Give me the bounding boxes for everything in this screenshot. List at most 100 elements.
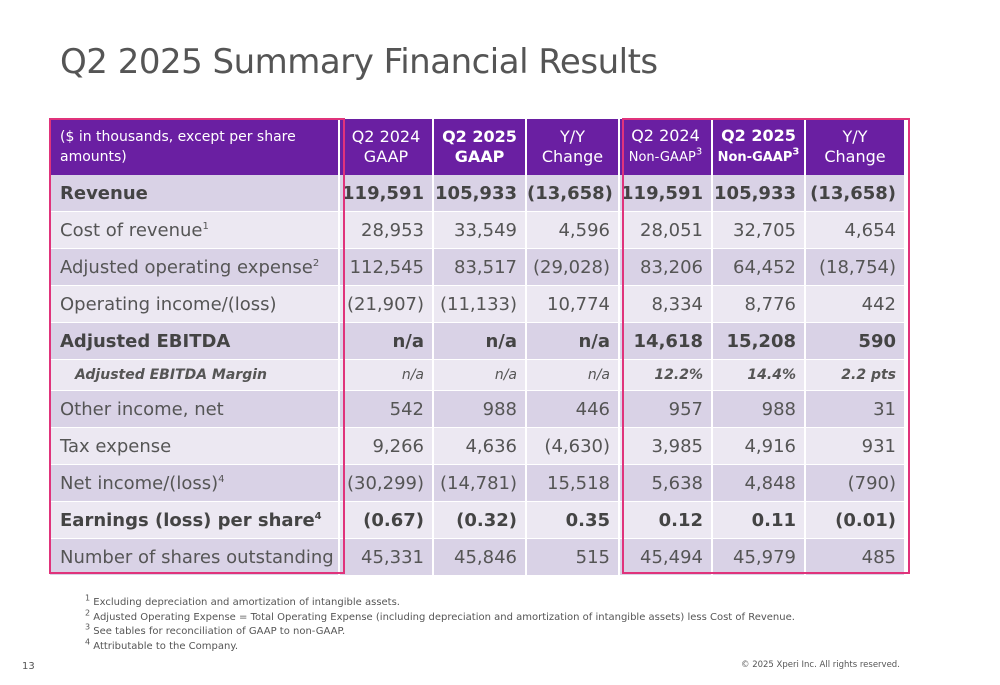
table-row: Earnings (loss) per share4 (0.67) (0.32) 0.…: [50, 502, 906, 539]
header-yy-change-nongaap: Y/Y Change: [806, 119, 906, 175]
row-value: 515: [527, 539, 620, 576]
footnote-1: 1 Excluding depreciation and amortizatio…: [85, 593, 400, 608]
row-value: (0.01): [806, 502, 906, 539]
table-header-row: ($ in thousands, except per share amount…: [50, 119, 906, 175]
row-value: 83,206: [620, 249, 713, 286]
row-value: 4,916: [713, 428, 806, 465]
row-value: (4,630): [527, 428, 620, 465]
row-value: (13,658): [527, 175, 620, 212]
row-value: 442: [806, 286, 906, 323]
row-value: 28,953: [340, 212, 434, 249]
row-value: 0.12: [620, 502, 713, 539]
footnote-4: 4 Attributable to the Company.: [85, 637, 239, 652]
row-value: 45,331: [340, 539, 434, 576]
row-value: 0.11: [713, 502, 806, 539]
table-row: Other income, net 542 988 446 957 988 31: [50, 391, 906, 428]
slide-title: Q2 2025 Summary Financial Results: [60, 42, 658, 82]
row-value: 4,596: [527, 212, 620, 249]
row-value: 64,452: [713, 249, 806, 286]
row-value: 14.4%: [713, 360, 806, 391]
row-value: 10,774: [527, 286, 620, 323]
row-label: Operating income/(loss): [50, 286, 340, 323]
page-number: 13: [22, 661, 35, 672]
header-q2-2025-gaap: Q2 2025 GAAP: [434, 119, 527, 175]
row-value: 33,549: [434, 212, 527, 249]
row-value: (29,028): [527, 249, 620, 286]
row-value: 446: [527, 391, 620, 428]
row-value: (21,907): [340, 286, 434, 323]
row-value: 112,545: [340, 249, 434, 286]
row-value: 485: [806, 539, 906, 576]
row-value: 8,776: [713, 286, 806, 323]
footnote-2: 2 Adjusted Operating Expense = Total Ope…: [85, 608, 795, 623]
row-value: 45,846: [434, 539, 527, 576]
row-value: 105,933: [713, 175, 806, 212]
row-value: 45,979: [713, 539, 806, 576]
row-value: 105,933: [434, 175, 527, 212]
row-value: 8,334: [620, 286, 713, 323]
row-value: n/a: [527, 360, 620, 391]
row-value: n/a: [340, 323, 434, 360]
row-value: 119,591: [620, 175, 713, 212]
row-value: 15,518: [527, 465, 620, 502]
table-row: Tax expense 9,266 4,636 (4,630) 3,985 4,916 93…: [50, 428, 906, 465]
header-q2-2024-nongaap: Q2 2024 Non-GAAP3: [620, 119, 713, 175]
row-value: 988: [713, 391, 806, 428]
row-value: (13,658): [806, 175, 906, 212]
row-value: 14,618: [620, 323, 713, 360]
table-row: Cost of revenue1 28,953 33,549 4,596 28,051 3…: [50, 212, 906, 249]
row-label: Net income/(loss)4: [50, 465, 340, 502]
table-row: Adjusted EBITDA n/a n/a n/a 14,618 15,208 590: [50, 323, 906, 360]
row-label: Earnings (loss) per share4: [50, 502, 340, 539]
footnotes: 1 Excluding depreciation and amortizatio…: [85, 593, 795, 654]
row-value: 957: [620, 391, 713, 428]
header-q2-2024-gaap: Q2 2024 GAAP: [340, 119, 434, 175]
row-label: Cost of revenue1: [50, 212, 340, 249]
row-value: 9,266: [340, 428, 434, 465]
row-value: 590: [806, 323, 906, 360]
row-label: Adjusted operating expense2: [50, 249, 340, 286]
header-yy-change-gaap: Y/Y Change: [527, 119, 620, 175]
copyright: © 2025 Xperi Inc. All rights reserved.: [741, 660, 900, 670]
row-value: 83,517: [434, 249, 527, 286]
row-value: 31: [806, 391, 906, 428]
row-value: n/a: [434, 360, 527, 391]
row-value: 5,638: [620, 465, 713, 502]
header-q2-2025-nongaap: Q2 2025 Non-GAAP3: [713, 119, 806, 175]
row-value: (18,754): [806, 249, 906, 286]
row-value: (790): [806, 465, 906, 502]
header-label: ($ in thousands, except per share amount…: [50, 119, 340, 175]
row-value: 119,591: [340, 175, 434, 212]
row-value: n/a: [340, 360, 434, 391]
row-value: 4,654: [806, 212, 906, 249]
financial-results-table: ($ in thousands, except per share amount…: [50, 119, 906, 576]
table-row: Net income/(loss)4 (30,299) (14,781) 15,518…: [50, 465, 906, 502]
row-value: 988: [434, 391, 527, 428]
row-value: 4,848: [713, 465, 806, 502]
table-row: Adjusted EBITDA Margin n/a n/a n/a 12.2% 14.4…: [50, 360, 906, 391]
row-value: 2.2 pts: [806, 360, 906, 391]
row-value: 28,051: [620, 212, 713, 249]
row-value: (30,299): [340, 465, 434, 502]
row-label: Tax expense: [50, 428, 340, 465]
row-label: Number of shares outstanding: [50, 539, 340, 576]
row-value: 45,494: [620, 539, 713, 576]
row-label: Adjusted EBITDA Margin: [50, 360, 340, 391]
row-value: 931: [806, 428, 906, 465]
row-label: Other income, net: [50, 391, 340, 428]
table-row: Number of shares outstanding 45,331 45,846…: [50, 539, 906, 576]
table-row: Adjusted operating expense2 112,545 83,517…: [50, 249, 906, 286]
row-value: 32,705: [713, 212, 806, 249]
row-value: 3,985: [620, 428, 713, 465]
row-value: n/a: [527, 323, 620, 360]
row-label: Revenue: [50, 175, 340, 212]
row-value: (0.67): [340, 502, 434, 539]
footnote-3: 3 See tables for reconciliation of GAAP …: [85, 622, 346, 637]
row-value: (14,781): [434, 465, 527, 502]
row-value: (0.32): [434, 502, 527, 539]
row-value: n/a: [434, 323, 527, 360]
row-value: (11,133): [434, 286, 527, 323]
row-value: 12.2%: [620, 360, 713, 391]
row-value: 0.35: [527, 502, 620, 539]
row-value: 542: [340, 391, 434, 428]
